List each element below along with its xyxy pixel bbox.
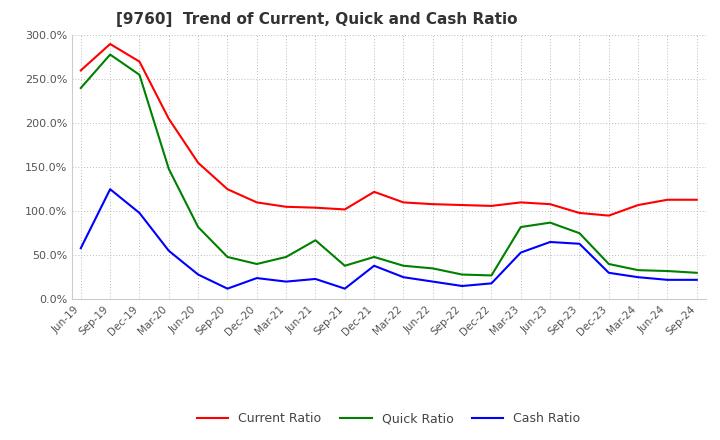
Current Ratio — [194, 160, 202, 165]
Cash Ratio — [341, 286, 349, 291]
Cash Ratio — [311, 276, 320, 282]
Quick Ratio — [341, 263, 349, 268]
Cash Ratio — [458, 283, 467, 289]
Quick Ratio — [428, 266, 437, 271]
Current Ratio — [135, 59, 144, 64]
Cash Ratio — [663, 277, 672, 282]
Cash Ratio — [516, 250, 525, 255]
Current Ratio — [663, 197, 672, 202]
Legend: Current Ratio, Quick Ratio, Cash Ratio: Current Ratio, Quick Ratio, Cash Ratio — [192, 407, 585, 430]
Quick Ratio — [135, 72, 144, 77]
Current Ratio — [341, 207, 349, 212]
Current Ratio — [605, 213, 613, 218]
Cash Ratio — [634, 275, 642, 280]
Quick Ratio — [253, 261, 261, 267]
Cash Ratio — [194, 272, 202, 277]
Current Ratio — [546, 202, 554, 207]
Quick Ratio — [663, 268, 672, 274]
Quick Ratio — [194, 224, 202, 230]
Quick Ratio — [693, 270, 701, 275]
Quick Ratio — [106, 52, 114, 57]
Cash Ratio — [546, 239, 554, 245]
Cash Ratio — [135, 210, 144, 216]
Current Ratio — [487, 203, 496, 209]
Cash Ratio — [428, 279, 437, 284]
Quick Ratio — [575, 231, 584, 236]
Quick Ratio — [223, 254, 232, 260]
Line: Cash Ratio: Cash Ratio — [81, 189, 697, 289]
Text: [9760]  Trend of Current, Quick and Cash Ratio: [9760] Trend of Current, Quick and Cash … — [117, 12, 518, 27]
Cash Ratio — [575, 241, 584, 246]
Current Ratio — [399, 200, 408, 205]
Quick Ratio — [516, 224, 525, 230]
Cash Ratio — [106, 187, 114, 192]
Quick Ratio — [282, 254, 290, 260]
Cash Ratio — [253, 275, 261, 281]
Quick Ratio — [370, 254, 379, 260]
Current Ratio — [428, 202, 437, 207]
Cash Ratio — [223, 286, 232, 291]
Cash Ratio — [76, 246, 85, 251]
Quick Ratio — [634, 268, 642, 273]
Quick Ratio — [605, 261, 613, 267]
Cash Ratio — [282, 279, 290, 284]
Current Ratio — [311, 205, 320, 210]
Current Ratio — [516, 200, 525, 205]
Cash Ratio — [605, 270, 613, 275]
Current Ratio — [370, 189, 379, 194]
Current Ratio — [575, 210, 584, 216]
Line: Quick Ratio: Quick Ratio — [81, 55, 697, 275]
Current Ratio — [458, 202, 467, 208]
Current Ratio — [253, 200, 261, 205]
Quick Ratio — [76, 85, 85, 91]
Cash Ratio — [487, 281, 496, 286]
Current Ratio — [76, 68, 85, 73]
Current Ratio — [634, 202, 642, 208]
Current Ratio — [223, 187, 232, 192]
Quick Ratio — [458, 272, 467, 277]
Quick Ratio — [546, 220, 554, 225]
Cash Ratio — [164, 248, 173, 253]
Cash Ratio — [693, 277, 701, 282]
Current Ratio — [106, 41, 114, 47]
Quick Ratio — [487, 273, 496, 278]
Line: Current Ratio: Current Ratio — [81, 44, 697, 216]
Current Ratio — [693, 197, 701, 202]
Current Ratio — [164, 116, 173, 121]
Cash Ratio — [370, 263, 379, 268]
Quick Ratio — [311, 238, 320, 243]
Quick Ratio — [399, 263, 408, 268]
Quick Ratio — [164, 166, 173, 172]
Cash Ratio — [399, 275, 408, 280]
Current Ratio — [282, 204, 290, 209]
